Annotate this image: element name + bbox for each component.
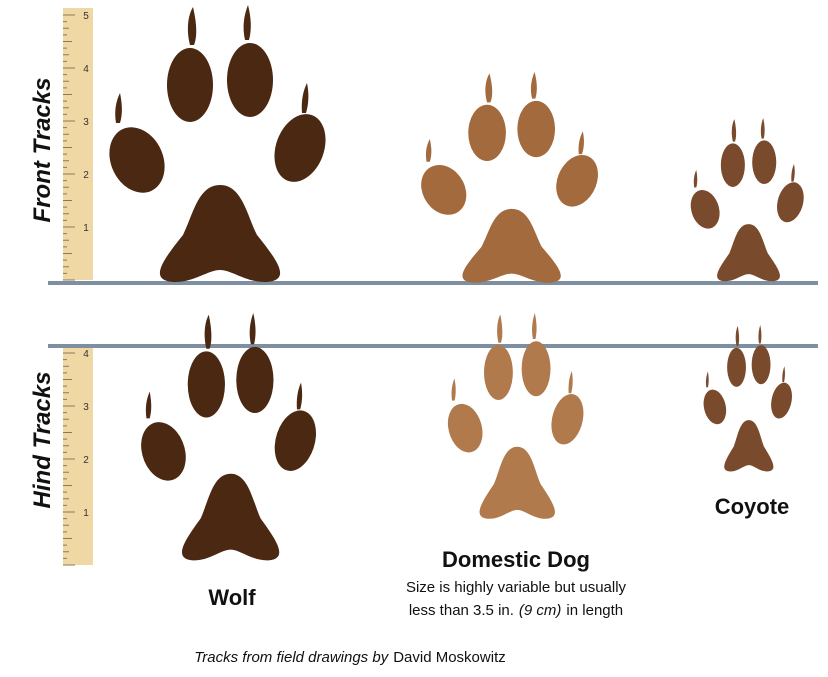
dog-front-paw <box>420 72 600 283</box>
note-metric: (9 cm) <box>519 602 562 619</box>
wolf-label: Wolf <box>208 585 256 610</box>
ruler-number: 4 <box>83 349 89 360</box>
ruler-number: 1 <box>83 508 89 519</box>
wolf-hind-paw <box>140 313 318 561</box>
note-line2: less than 3.5 in. (9 cm) in length <box>409 602 623 619</box>
dog-hind-paw <box>447 313 585 519</box>
credit-italic: Tracks from field drawings by <box>194 649 389 666</box>
ruler-number: 2 <box>83 455 89 466</box>
ruler-number: 2 <box>83 170 89 181</box>
note-line1: Size is highly variable but usually <box>406 579 627 596</box>
note-text: less than 3.5 in. <box>409 602 514 619</box>
dog-label: Domestic Dog <box>442 547 590 572</box>
credit: Tracks from field drawings by David Mosko… <box>194 649 505 666</box>
note-text: in length <box>566 602 623 619</box>
ruler-number: 5 <box>83 11 89 22</box>
ruler-front <box>63 8 93 280</box>
ruler-number: 3 <box>83 402 89 413</box>
ruler-number: 4 <box>83 64 89 75</box>
ruler-number: 1 <box>83 223 89 234</box>
ruler-number: 3 <box>83 117 89 128</box>
hind-label: Hind Tracks <box>29 372 56 509</box>
credit-name: David Moskowitz <box>393 649 506 666</box>
coyote-label: Coyote <box>715 494 790 519</box>
ruler-hind <box>63 347 93 565</box>
wolf-front-paw <box>108 5 328 283</box>
front-label: Front Tracks <box>29 78 56 223</box>
coyote-front-paw <box>690 118 805 282</box>
